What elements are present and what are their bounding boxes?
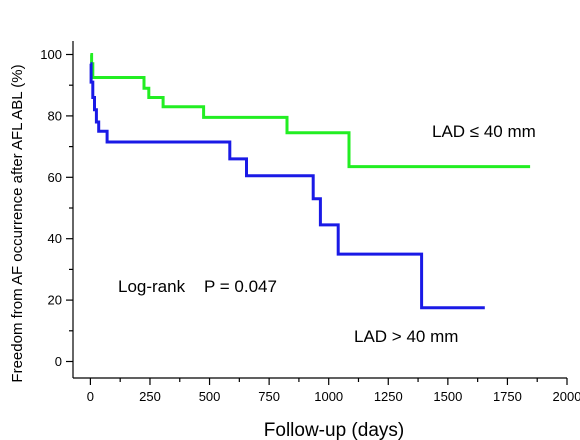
x-tick-label: 1250	[374, 389, 403, 404]
x-tick-label: 250	[139, 389, 161, 404]
y-tick-label: 100	[40, 47, 62, 62]
y-tick-label: 80	[48, 108, 62, 123]
x-tick-label: 1000	[314, 389, 343, 404]
y-tick-label: 40	[48, 231, 62, 246]
y-ticks: 0 20 40 60 80 100	[40, 47, 73, 369]
curve-lad-gt-40	[89, 62, 485, 310]
y-tick-label: 0	[55, 354, 62, 369]
x-ticks: 0 250 500 750 1000 1250 1500 1750 2000	[87, 378, 580, 404]
x-axis-title: Follow-up (days)	[264, 420, 404, 440]
x-tick-label: 2000	[553, 389, 580, 404]
y-tick-label: 60	[48, 170, 62, 185]
x-tick-label: 500	[199, 389, 221, 404]
axes	[72, 41, 567, 379]
series-label-lad-le-40: LAD ≤ 40 mm	[432, 122, 536, 141]
x-tick-label: 1750	[493, 389, 522, 404]
x-tick-label: 1500	[433, 389, 462, 404]
x-tick-label: 750	[258, 389, 280, 404]
survival-curves	[89, 53, 531, 310]
y-tick-label: 20	[48, 293, 62, 308]
logrank-annotation: Log-rank P = 0.047	[118, 277, 277, 296]
x-tick-label: 0	[87, 389, 94, 404]
series-label-lad-gt-40: LAD > 40 mm	[354, 327, 458, 346]
curve-lad-le-40	[90, 53, 531, 169]
y-axis-title: Freedom from AF occurrence after AFL ABL…	[9, 64, 26, 382]
